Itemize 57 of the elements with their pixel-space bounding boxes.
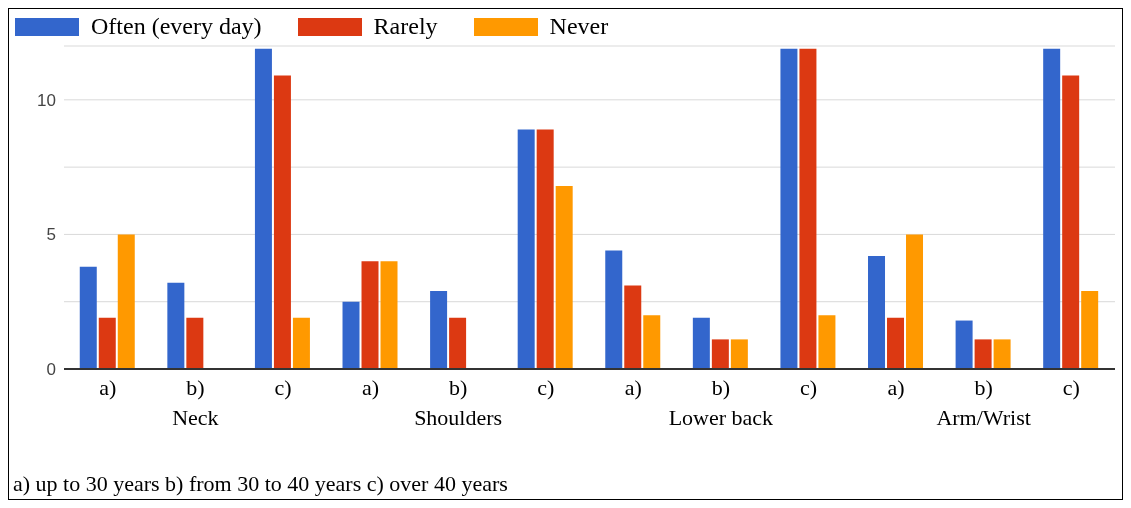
x-tick-label: c) [1062, 375, 1080, 400]
legend-label: Rarely [373, 13, 438, 40]
bar [1081, 290, 1099, 369]
bar [273, 75, 291, 369]
bar [624, 285, 642, 369]
text: a) up to 30 years b) from 30 to 40 years c) over 40 years [13, 471, 508, 497]
bar [186, 317, 204, 369]
bar [692, 317, 710, 369]
bar [98, 317, 116, 369]
x-tick-label: c) [537, 375, 555, 400]
bar [887, 317, 905, 369]
x-tick-label: c) [274, 375, 292, 400]
bar [906, 234, 924, 369]
x-tick-label: b) [711, 375, 731, 400]
bar [799, 48, 817, 369]
bar [167, 282, 185, 369]
bar [380, 261, 398, 369]
bar [730, 339, 748, 369]
bar [430, 290, 448, 369]
bar [711, 339, 729, 369]
bar [517, 129, 535, 369]
legend-label: Never [549, 13, 609, 40]
y-tick-label: 10 [37, 90, 56, 110]
x-tick-label: a) [99, 375, 117, 400]
x-tick-label: a) [361, 375, 380, 400]
y-tick-label: 0 [46, 360, 56, 380]
bar [643, 315, 661, 369]
bar [449, 317, 467, 369]
x-tick-label: a) [624, 375, 642, 400]
legend-label: Often (every day) [91, 13, 262, 40]
bar [342, 301, 360, 369]
x-tick-label: b) [448, 375, 468, 400]
bar [1043, 48, 1061, 369]
bar [605, 250, 623, 369]
text: Shoulders [414, 405, 503, 430]
bar [361, 261, 379, 369]
bar [993, 339, 1011, 369]
bar [292, 317, 310, 369]
x-tick-label: b) [974, 375, 993, 400]
y-tick-label: 5 [46, 225, 56, 245]
bar [868, 255, 886, 369]
text: Arm/Wrist [936, 405, 1031, 430]
bar [818, 315, 836, 369]
bar [79, 266, 97, 369]
x-tick-label: a) [887, 375, 905, 400]
bar [1062, 75, 1080, 369]
bar [955, 320, 973, 369]
bar [555, 185, 573, 369]
x-tick-label: c) [799, 375, 818, 400]
x-tick-label: b) [186, 375, 205, 400]
text: Lower back [668, 405, 774, 430]
bar [254, 48, 272, 369]
bar [117, 234, 135, 369]
text: Neck [172, 405, 219, 430]
bar [536, 129, 554, 369]
bar [780, 48, 798, 369]
bar [974, 339, 992, 369]
